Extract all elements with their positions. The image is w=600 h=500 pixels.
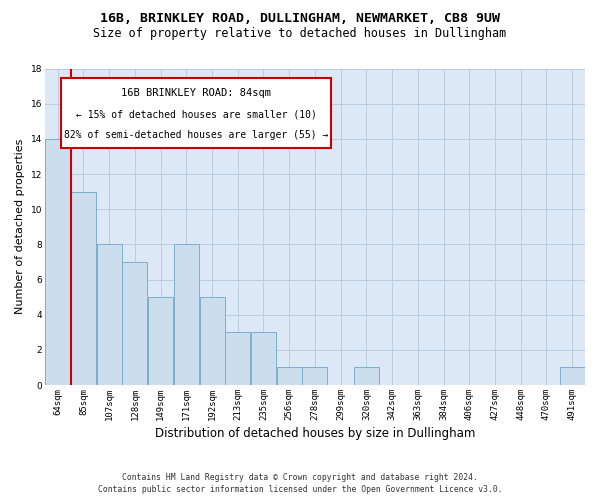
Text: 16B BRINKLEY ROAD: 84sqm: 16B BRINKLEY ROAD: 84sqm [121, 88, 271, 99]
Bar [225, 332, 250, 385]
Bar [354, 368, 379, 385]
Bar [148, 297, 173, 385]
Bar [97, 244, 122, 385]
Bar [277, 368, 302, 385]
Bar [174, 244, 199, 385]
X-axis label: Distribution of detached houses by size in Dullingham: Distribution of detached houses by size … [155, 427, 475, 440]
Bar [200, 297, 224, 385]
Bar [122, 262, 148, 385]
Bar [71, 192, 96, 385]
Bar [45, 139, 70, 385]
Text: Contains HM Land Registry data © Crown copyright and database right 2024.: Contains HM Land Registry data © Crown c… [122, 472, 478, 482]
Bar [251, 332, 276, 385]
Bar [302, 368, 328, 385]
Text: Contains public sector information licensed under the Open Government Licence v3: Contains public sector information licen… [98, 485, 502, 494]
Y-axis label: Number of detached properties: Number of detached properties [15, 139, 25, 314]
Text: ← 15% of detached houses are smaller (10): ← 15% of detached houses are smaller (10… [76, 109, 317, 119]
Text: 16B, BRINKLEY ROAD, DULLINGHAM, NEWMARKET, CB8 9UW: 16B, BRINKLEY ROAD, DULLINGHAM, NEWMARKE… [100, 12, 500, 26]
Text: Size of property relative to detached houses in Dullingham: Size of property relative to detached ho… [94, 28, 506, 40]
Bar [560, 368, 584, 385]
Text: 82% of semi-detached houses are larger (55) →: 82% of semi-detached houses are larger (… [64, 130, 328, 140]
FancyBboxPatch shape [61, 78, 331, 148]
